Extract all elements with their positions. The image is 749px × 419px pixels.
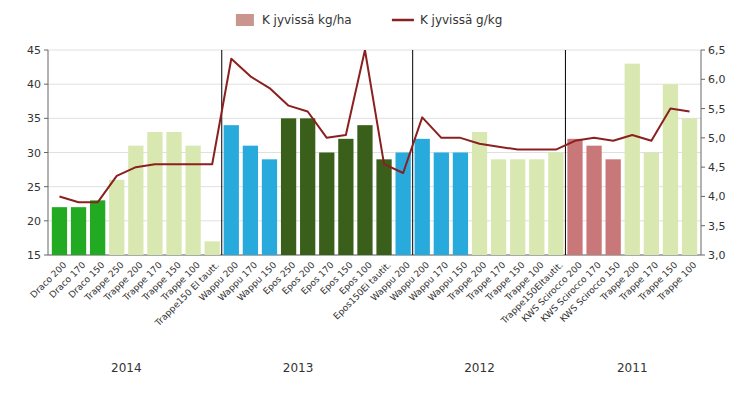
grid-line	[48, 118, 701, 119]
legend-label: K jyvissä g/kg	[420, 13, 502, 27]
bar	[529, 159, 544, 255]
y2-tick	[701, 196, 705, 197]
bar	[625, 64, 640, 255]
y-tick	[44, 186, 48, 187]
bar	[586, 146, 601, 255]
y2-axis-line	[701, 50, 702, 255]
line	[59, 50, 689, 202]
y-tick-label: 20	[27, 215, 41, 228]
bar	[300, 118, 315, 255]
divider	[221, 50, 222, 255]
y2-tick	[701, 225, 705, 226]
y2-tick	[701, 108, 705, 109]
bar	[415, 139, 430, 255]
divider	[412, 50, 413, 255]
legend-label: K jyvissä kg/ha	[262, 13, 352, 27]
bar	[90, 200, 105, 255]
y2-tick-label: 6,5	[708, 44, 726, 57]
bar	[185, 146, 200, 255]
bar	[205, 241, 220, 255]
bar	[606, 159, 621, 255]
chart: 152025303540453,03,54,04,55,05,56,06,5Dr…	[0, 0, 749, 419]
y2-tick-label: 4,5	[708, 161, 726, 174]
bar	[682, 118, 697, 255]
y2-tick	[701, 50, 705, 51]
bar	[281, 118, 296, 255]
plot-area	[52, 50, 697, 255]
y-tick-label: 45	[27, 44, 41, 57]
bar	[52, 207, 67, 255]
y-tick-label: 15	[27, 249, 41, 262]
bar	[224, 125, 239, 255]
y2-tick-label: 3,0	[708, 249, 726, 262]
y-tick	[44, 84, 48, 85]
y-tick-label: 40	[27, 78, 41, 91]
bar	[396, 153, 411, 256]
bar	[376, 159, 391, 255]
grid-line	[48, 84, 701, 85]
grid-line	[48, 220, 701, 221]
bar	[491, 159, 506, 255]
annotation: 2012	[464, 361, 495, 375]
annotation: 2011	[617, 361, 648, 375]
legend: K jyvissä kg/ha K jyvissä g/kg	[236, 13, 502, 27]
y2-tick	[701, 167, 705, 168]
y-tick	[44, 220, 48, 221]
divider	[565, 50, 566, 255]
x-axis-line	[48, 255, 701, 256]
bar	[644, 153, 659, 256]
y-tick-label: 25	[27, 181, 41, 194]
y2-tick-label: 5,0	[708, 132, 726, 145]
bar	[434, 153, 449, 256]
grid-line	[48, 255, 701, 256]
bar	[147, 132, 162, 255]
y2-tick-label: 6,0	[708, 73, 726, 86]
grid	[48, 50, 701, 255]
bar	[319, 153, 334, 256]
bar	[243, 146, 258, 255]
annotation: 2013	[283, 361, 314, 375]
grid-line	[48, 186, 701, 187]
bar	[472, 132, 487, 255]
bar	[338, 139, 353, 255]
bar	[262, 159, 277, 255]
x-tick-label: Trappe 100	[655, 260, 699, 304]
axes: 152025303540453,03,54,04,55,05,56,06,5Dr…	[27, 44, 726, 329]
y-axis-line	[48, 50, 49, 255]
y-tick-label: 35	[27, 112, 41, 125]
bar	[71, 207, 86, 255]
bar	[453, 153, 468, 256]
legend-swatch	[392, 19, 414, 22]
legend-swatch	[236, 14, 254, 26]
grid-line	[48, 50, 701, 51]
y2-tick	[701, 79, 705, 80]
y-tick	[44, 255, 48, 256]
y-tick	[44, 50, 48, 51]
bar	[109, 180, 124, 255]
bar	[548, 153, 563, 256]
bar	[567, 139, 582, 255]
y-tick	[44, 118, 48, 119]
y2-tick-label: 4,0	[708, 190, 726, 203]
y-tick-label: 30	[27, 147, 41, 160]
y2-tick-label: 5,5	[708, 103, 726, 116]
bar	[510, 159, 525, 255]
y2-tick	[701, 137, 705, 138]
bar	[357, 125, 372, 255]
y2-tick	[701, 255, 705, 256]
y2-tick-label: 3,5	[708, 220, 726, 233]
grid-line	[48, 152, 701, 153]
annotation: 2014	[111, 361, 142, 375]
bar	[166, 132, 181, 255]
y-tick	[44, 152, 48, 153]
bar	[128, 146, 143, 255]
